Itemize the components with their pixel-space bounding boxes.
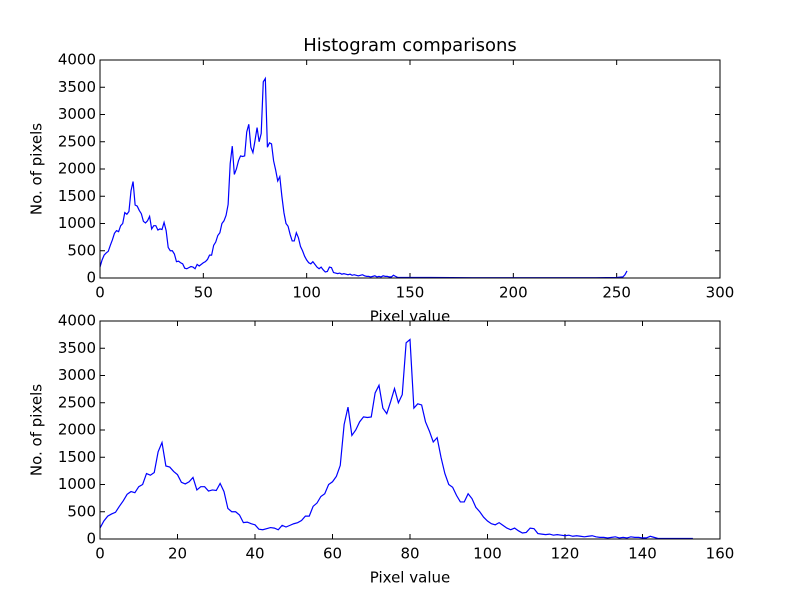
x-tick-label: 40	[245, 545, 264, 563]
y-tick-label: 1000	[58, 475, 96, 493]
y-tick-label: 500	[67, 241, 96, 259]
y-tick-label: 2500	[58, 132, 96, 150]
y-tick-label: 1500	[58, 187, 96, 205]
y-tick-label: 1500	[58, 448, 96, 466]
x-tick-label: 300	[706, 284, 735, 302]
y-tick-label: 1000	[58, 214, 96, 232]
y-tick-label: 500	[67, 502, 96, 520]
y-tick-label: 3000	[58, 366, 96, 384]
line-series	[99, 76, 628, 279]
axes-frame	[99, 59, 721, 279]
x-tick-label: 50	[194, 284, 213, 302]
x-tick-label: 150	[396, 284, 425, 302]
x-tick-label: 160	[706, 545, 735, 563]
x-tick-label: 20	[168, 545, 187, 563]
x-tick-label: 0	[95, 545, 105, 563]
x-tick-label: 200	[499, 284, 528, 302]
y-tick-label: 2000	[58, 421, 96, 439]
y-axis-label: No. of pixels	[28, 384, 46, 476]
y-tick-label: 0	[86, 269, 96, 287]
y-tick-label: 3000	[58, 105, 96, 123]
x-tick-label: 100	[473, 545, 502, 563]
y-tick-label: 4000	[58, 312, 96, 330]
y-tick-label: 2000	[58, 160, 96, 178]
x-tick-label: 80	[400, 545, 419, 563]
x-tick-label: 0	[95, 284, 105, 302]
y-tick-label: 0	[86, 530, 96, 548]
y-tick-label: 3500	[58, 78, 96, 96]
x-tick-label: 140	[628, 545, 657, 563]
chart-title: Histogram comparisons	[303, 35, 517, 56]
y-tick-label: 2500	[58, 393, 96, 411]
line-series	[99, 338, 693, 540]
y-tick-label: 4000	[58, 51, 96, 69]
axes-frame	[99, 320, 721, 540]
y-axis-label: No. of pixels	[28, 123, 46, 215]
y-tick-label: 3500	[58, 339, 96, 357]
x-axis-label: Pixel value	[370, 569, 450, 587]
x-tick-label: 120	[551, 545, 580, 563]
x-tick-label: 60	[323, 545, 342, 563]
x-tick-label: 100	[292, 284, 321, 302]
x-tick-label: 250	[602, 284, 631, 302]
